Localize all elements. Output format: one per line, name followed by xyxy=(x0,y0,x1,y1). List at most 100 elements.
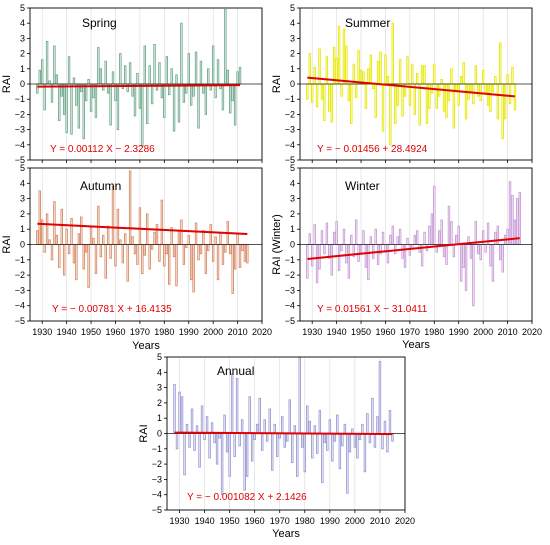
bar xyxy=(38,190,41,245)
bar xyxy=(388,410,392,434)
bar xyxy=(193,433,196,451)
bar xyxy=(65,83,68,134)
bar xyxy=(163,244,166,267)
bar xyxy=(506,74,509,85)
y-tick-label: 4 xyxy=(157,367,162,377)
bar xyxy=(133,244,137,255)
x-tick-label: 1980 xyxy=(424,327,444,337)
bar xyxy=(291,433,294,464)
bar xyxy=(447,205,451,245)
bar xyxy=(396,236,399,245)
bar xyxy=(416,72,419,85)
bar xyxy=(238,244,242,268)
x-tick-label: 2000 xyxy=(203,327,223,337)
bar xyxy=(501,83,504,140)
bar xyxy=(308,420,312,434)
y-tick-label: 1 xyxy=(290,64,295,74)
y-tick-label: 2 xyxy=(157,398,162,408)
bar xyxy=(109,83,112,126)
x-tick-label: 1990 xyxy=(179,327,199,337)
bar xyxy=(80,216,83,245)
bar xyxy=(331,433,334,462)
bar xyxy=(346,433,349,494)
bar xyxy=(211,45,215,85)
bar xyxy=(160,199,164,245)
bar xyxy=(464,244,468,291)
bar xyxy=(503,83,507,120)
bar xyxy=(167,244,171,285)
bar xyxy=(216,244,220,281)
bar xyxy=(315,244,319,284)
bar xyxy=(306,405,309,434)
bar xyxy=(353,433,357,448)
bar xyxy=(491,83,495,93)
bar xyxy=(221,83,225,111)
bar xyxy=(245,433,249,477)
bar xyxy=(369,54,373,85)
x-tick-label: 2000 xyxy=(345,516,365,526)
bar xyxy=(450,68,453,85)
bar xyxy=(180,219,183,245)
bar xyxy=(345,45,348,85)
bar xyxy=(320,83,324,100)
bar xyxy=(374,83,377,118)
bar xyxy=(243,244,247,262)
bar xyxy=(99,244,103,258)
bar xyxy=(357,50,360,85)
bar xyxy=(203,433,206,441)
y-axis-label: RAI xyxy=(1,75,13,93)
bar xyxy=(253,433,256,441)
bar xyxy=(224,244,227,253)
bar xyxy=(150,83,154,105)
bar xyxy=(82,244,85,270)
bar xyxy=(376,244,380,265)
regression-equation: Y = − 0.00781 X + 16.4135 xyxy=(52,304,172,315)
y-tick-label: −1 xyxy=(15,255,25,265)
bar xyxy=(459,75,463,85)
bar xyxy=(263,419,266,434)
bar xyxy=(214,236,217,245)
x-tick-label: 1940 xyxy=(327,327,347,337)
bar xyxy=(464,83,468,120)
bar xyxy=(87,78,90,85)
bar xyxy=(364,83,368,109)
bar xyxy=(328,83,331,112)
y-tick-label: 2 xyxy=(20,209,25,219)
bar xyxy=(77,233,81,245)
bar xyxy=(178,391,181,434)
bar xyxy=(361,423,364,434)
bar xyxy=(60,208,63,245)
panel-summer: 5 4 3 2 1 0 −1 −2 −3 −4 −5 RAI Summer Y = − 0.01456 +… xyxy=(271,3,533,165)
bar xyxy=(104,244,107,279)
bar xyxy=(326,433,329,451)
bar xyxy=(372,244,375,259)
bar xyxy=(423,65,426,85)
bar xyxy=(472,83,475,105)
bar xyxy=(373,433,377,448)
y-tick-label: −2 xyxy=(15,109,25,119)
bar xyxy=(70,83,73,135)
bar xyxy=(89,227,93,245)
bar xyxy=(301,433,304,448)
bar xyxy=(398,59,402,85)
bar xyxy=(323,83,326,121)
bar xyxy=(328,419,332,434)
x-tick-label: 1930 xyxy=(170,516,190,526)
bar xyxy=(311,244,314,267)
bar xyxy=(330,83,333,123)
bar xyxy=(447,83,451,102)
x-tick-label: 2000 xyxy=(473,327,493,337)
bar xyxy=(189,83,193,106)
panel-title: Autumn xyxy=(80,179,121,193)
bar xyxy=(306,83,309,100)
bar xyxy=(150,244,154,250)
bar xyxy=(367,68,370,85)
y-tick-label: −2 xyxy=(285,270,295,280)
bar xyxy=(311,83,314,103)
bar xyxy=(208,433,211,459)
bar xyxy=(356,433,359,459)
bar xyxy=(348,433,352,453)
y-tick-label: 0 xyxy=(157,429,162,439)
x-tick-label: 2010 xyxy=(228,327,248,337)
y-tick-label: −3 xyxy=(15,285,25,295)
